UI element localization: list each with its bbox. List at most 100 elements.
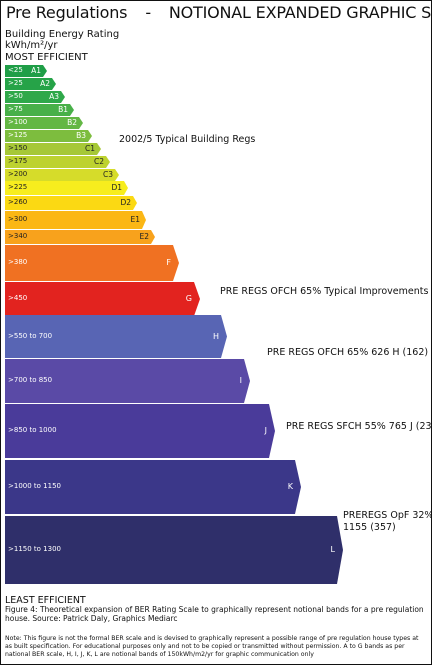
band-range-label: >1150 to 1300	[8, 545, 61, 553]
band-arrow	[5, 181, 128, 195]
band-shape	[5, 282, 200, 316]
annotation-opf-line2: 1155 (357)	[343, 522, 396, 533]
band-shape	[5, 516, 343, 584]
band-shape	[5, 315, 227, 358]
band-range-label: >340	[8, 232, 28, 240]
band-letter-label: B2	[67, 118, 77, 127]
band-arrow	[5, 315, 227, 358]
band-a3: >50 A3	[5, 91, 65, 103]
band-arrow	[5, 359, 250, 403]
band-letter-label: E1	[130, 215, 140, 224]
band-shape	[5, 65, 47, 77]
band-letter-label: E2	[139, 232, 149, 241]
annotation-ofch-626: PRE REGS OFCH 65% 626 H (162)	[267, 347, 429, 358]
band-arrow	[5, 78, 56, 90]
band-shape	[5, 91, 65, 103]
page-title: Pre Regulations - NOTIONAL EXPANDED GRAPHI…	[6, 3, 432, 22]
band-shape	[5, 104, 74, 116]
band-b3: >125 B3	[5, 130, 92, 142]
band-range-label: >700 to 850	[8, 376, 53, 384]
band-range-label: >260	[8, 198, 28, 206]
band-shape	[5, 130, 92, 142]
annotation-typical-regs: 2002/5 Typical Building Regs	[119, 134, 256, 145]
band-a1: <25 A1	[5, 65, 47, 77]
band-range-label: >100	[8, 118, 28, 126]
band-arrow	[5, 282, 200, 316]
band-arrow	[5, 169, 119, 181]
title-left: Pre Regulations	[6, 3, 128, 22]
figure-note: Note: This figure is not the formal BER …	[5, 635, 419, 658]
band-shape	[5, 211, 146, 229]
band-letter-label: I	[239, 376, 242, 385]
band-arrow	[5, 130, 92, 142]
band-shape	[5, 359, 250, 403]
band-j: >850 to 1000 J	[5, 404, 275, 458]
band-letter-label: H	[212, 331, 219, 341]
band-letter-label: F	[166, 258, 171, 267]
band-b1: >75 B1	[5, 104, 74, 116]
band-letter-label: C1	[84, 144, 95, 153]
annotation-sfch-765: PRE REGS SFCH 55% 765 J (230)	[286, 421, 432, 432]
band-arrow	[5, 460, 301, 514]
least-efficient-label: LEAST EFFICIENT	[5, 595, 86, 606]
band-range-label: >125	[8, 131, 28, 139]
band-range-label: <25	[8, 66, 23, 74]
band-l: >1150 to 1300 L	[5, 516, 343, 584]
band-letter-label: D1	[111, 183, 122, 192]
band-range-label: >380	[8, 258, 28, 266]
band-arrow	[5, 65, 47, 77]
band-arrow	[5, 91, 65, 103]
band-b2: >100 B2	[5, 117, 83, 129]
band-letter-label: K	[287, 482, 293, 491]
annotation-opf-line1: PREREGS OpF 32%	[343, 510, 432, 521]
band-arrow	[5, 230, 155, 244]
band-letter-label: B3	[76, 131, 86, 140]
band-h: >550 to 700 H	[5, 315, 227, 358]
band-letter-label: A1	[31, 66, 41, 75]
band-arrow	[5, 245, 179, 281]
band-range-label: >225	[8, 183, 28, 191]
band-arrow	[5, 104, 74, 116]
band-arrow	[5, 516, 343, 584]
band-range-label: >175	[8, 157, 28, 165]
band-range-label: >50	[8, 92, 23, 100]
band-g: >450 G	[5, 282, 200, 316]
band-range-label: >1000 to 1150	[8, 482, 61, 490]
band-shape	[5, 181, 128, 195]
band-range-label: >300	[8, 215, 28, 223]
band-arrow	[5, 196, 137, 210]
band-letter-label: C3	[102, 170, 113, 179]
band-arrow	[5, 143, 101, 155]
band-range-label: >550 to 700	[8, 331, 53, 340]
band-shape	[5, 196, 137, 210]
band-c2: >175 C2	[5, 156, 110, 168]
band-letter-label: B1	[58, 105, 68, 114]
band-arrow	[5, 404, 275, 458]
annotation-ofch-improvements: PRE REGS OFCH 65% Typical Improvements G	[220, 286, 432, 297]
band-letter-label: J	[264, 426, 267, 435]
band-letter-label: A3	[49, 92, 59, 101]
figure-caption: Figure 4: Theoretical expansion of BER R…	[5, 605, 424, 624]
band-arrow	[5, 117, 83, 129]
band-range-label: >150	[8, 144, 28, 152]
band-range-label: >850 to 1000	[8, 426, 57, 434]
title-right: NOTIONAL EXPANDED GRAPHIC SCALE	[168, 3, 432, 22]
band-letter-label: L	[330, 545, 335, 554]
band-range-label: >75	[8, 105, 23, 113]
band-e1: >300 E1	[5, 211, 146, 229]
rating-label: Building Energy Rating	[5, 29, 120, 40]
band-range-label: >450	[8, 294, 28, 302]
most-efficient-label: MOST EFFICIENT	[5, 52, 88, 63]
band-c3: >200 C3	[5, 169, 119, 181]
band-d1: >225 D1	[5, 181, 128, 195]
band-c1: >150 C1	[5, 143, 101, 155]
band-shape	[5, 117, 83, 129]
band-shape	[5, 245, 179, 281]
band-arrow	[5, 156, 110, 168]
band-letter-label: C2	[93, 157, 104, 166]
band-shape	[5, 156, 110, 168]
band-shape	[5, 78, 56, 90]
band-letter-label: A2	[40, 79, 50, 88]
band-shape	[5, 169, 119, 181]
